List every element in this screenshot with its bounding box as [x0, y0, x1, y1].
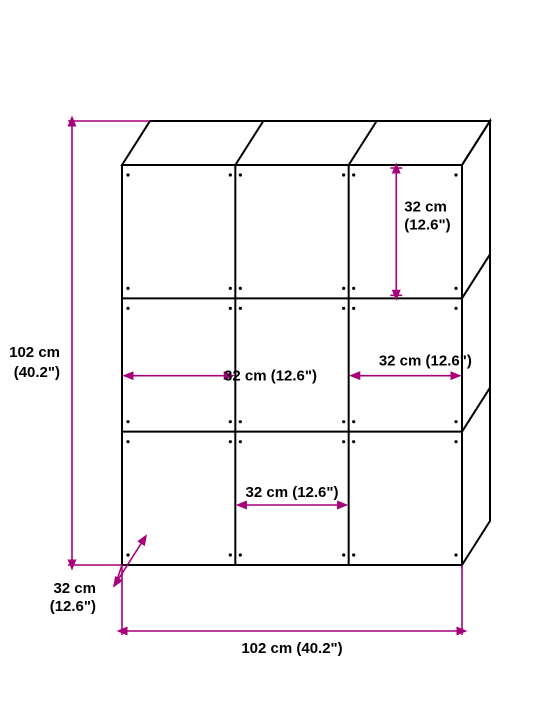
dim-height-in: (40.2") [14, 364, 60, 381]
dim-depth-cm: 32 cm [53, 580, 96, 597]
dimension-diagram: 102 cm(40.2")102 cm (40.2")32 cm(12.6")3… [0, 0, 540, 720]
dim-width: 102 cm (40.2") [241, 640, 342, 657]
dim-cube-h-cm: 32 cm [404, 199, 447, 216]
dim-depth-in: (12.6") [50, 598, 96, 615]
dim-cube-w-bot: 32 cm (12.6") [246, 484, 339, 501]
dim-cube-h-in: (12.6") [404, 217, 450, 234]
dim-cube-w-mid-right: 32 cm (12.6") [379, 353, 472, 370]
dim-height-cm: 102 cm [9, 344, 60, 361]
dim-cube-w-mid-left: 32 cm (12.6") [224, 368, 317, 385]
